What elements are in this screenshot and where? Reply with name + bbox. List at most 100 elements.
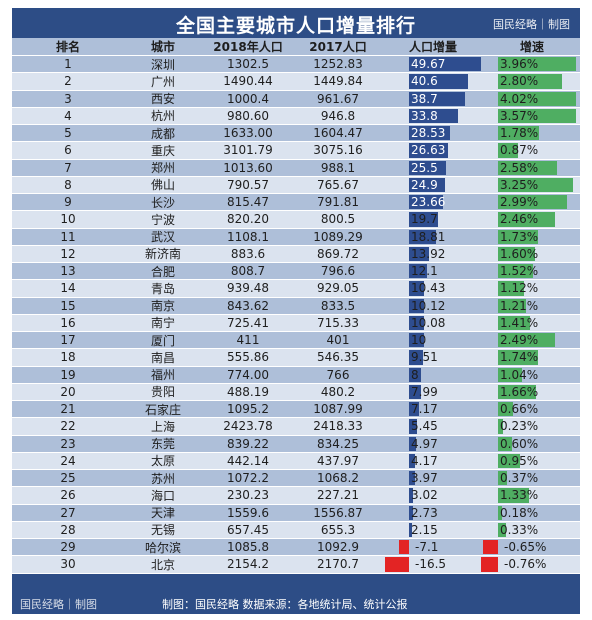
title-bar: 全国主要城市人口增量排行 国民经略｜制图 — [12, 8, 580, 38]
increase-bar — [409, 436, 417, 451]
increase-bar — [385, 557, 409, 572]
city-cell: 佛山 — [150, 178, 175, 193]
rank-cell: 11 — [60, 229, 76, 244]
population-2017-cell: 833.5 — [320, 298, 356, 313]
population-2017-cell: 1092.9 — [317, 540, 359, 555]
table-row: 28 无锡 657.45 655.3 2.15 0.33% — [12, 521, 580, 539]
growth-value: 4.02% — [500, 91, 539, 106]
increase-bar — [409, 419, 417, 434]
increase-bar — [409, 74, 468, 89]
growth-bar — [498, 298, 526, 313]
growth-cell: 3.57% — [484, 108, 580, 124]
header-population-2017: 2017人口 — [309, 40, 367, 54]
table-row: 15 南京 843.62 833.5 10.12 1.21% — [12, 297, 580, 315]
table-row: 19 福州 774.00 766 8 1.04% — [12, 366, 580, 384]
increase-cell: 3.02 — [382, 487, 484, 503]
city-cell: 南宁 — [150, 316, 175, 331]
growth-bar — [498, 488, 529, 503]
population-2017-cell: 791.81 — [317, 195, 359, 210]
table-row: 20 贵阳 488.19 480.2 7.99 1.66% — [12, 383, 580, 401]
increase-value: 9.51 — [411, 350, 438, 365]
increase-bar — [409, 453, 416, 468]
growth-bar — [498, 281, 524, 296]
population-2018-cell: 1013.60 — [223, 160, 273, 175]
increase-cell: 25.5 — [382, 160, 484, 176]
increase-bar — [409, 333, 424, 348]
increase-bar — [409, 246, 430, 261]
increase-value: 7.17 — [411, 402, 438, 417]
growth-value: 0.66% — [500, 402, 539, 417]
population-2018-cell: 555.86 — [227, 350, 269, 365]
increase-cell: -16.5 — [382, 556, 484, 572]
increase-bar — [409, 108, 458, 123]
increase-cell: 10 — [382, 332, 484, 348]
growth-cell: 3.96% — [484, 56, 580, 72]
rank-cell: 29 — [60, 540, 76, 555]
city-cell: 新济南 — [144, 247, 181, 262]
growth-cell: 1.74% — [484, 349, 580, 365]
increase-cell: 38.7 — [382, 91, 484, 107]
increase-value: 2.73 — [411, 505, 438, 520]
table-row: 18 南昌 555.86 546.35 9.51 1.74% — [12, 349, 580, 367]
table-row: 27 天津 1559.6 1556.87 2.73 0.18% — [12, 504, 580, 522]
rank-cell: 14 — [60, 281, 76, 296]
city-cell: 合肥 — [150, 264, 175, 279]
increase-value: -7.1 — [415, 540, 439, 555]
growth-cell: 2.80% — [484, 73, 580, 89]
growth-bar — [498, 57, 576, 72]
increase-cell: 10.43 — [382, 280, 484, 296]
city-cell: 宁波 — [150, 212, 175, 227]
population-2018-cell: 2423.78 — [223, 419, 273, 434]
population-2018-cell: 725.41 — [227, 315, 269, 330]
table-row: 2 广州 1490.44 1449.84 40.6 2.80% — [12, 73, 580, 91]
page-title: 全国主要城市人口增量排行 — [175, 15, 416, 37]
brand-label-top: 国民经略｜制图 — [493, 18, 570, 31]
increase-cell: 19.7 — [382, 211, 484, 227]
population-2018-cell: 230.23 — [227, 488, 269, 503]
population-2017-cell: 437.97 — [317, 453, 359, 468]
city-cell: 上海 — [150, 419, 175, 434]
growth-bar — [498, 384, 537, 399]
city-cell: 福州 — [150, 368, 175, 383]
growth-value: 0.60% — [500, 436, 539, 451]
population-2018-cell: 411 — [236, 333, 260, 348]
growth-value: 2.49% — [500, 333, 539, 348]
growth-bar — [498, 436, 512, 451]
growth-bar — [498, 350, 539, 365]
growth-bar — [498, 160, 558, 175]
increase-cell: 2.73 — [382, 505, 484, 521]
table-row: 8 佛山 790.57 765.67 24.9 3.25% — [12, 176, 580, 194]
data-table: 排名 城市 2018年人口 2017人口 人口增量 增速 1 深圳 1302.5 12… — [12, 38, 580, 574]
rank-cell: 3 — [64, 91, 72, 106]
population-2017-cell: 2170.7 — [317, 557, 359, 572]
population-2017-cell: 401 — [326, 333, 350, 348]
growth-cell: 2.99% — [484, 194, 580, 210]
rank-cell: 26 — [60, 488, 76, 503]
city-cell: 杭州 — [150, 109, 175, 124]
growth-cell: 1.52% — [484, 263, 580, 279]
growth-value: 0.23% — [500, 419, 539, 434]
rank-cell: 1 — [64, 57, 72, 72]
increase-cell: 5.45 — [382, 418, 484, 434]
rank-cell: 19 — [60, 367, 76, 382]
increase-value: 24.9 — [411, 177, 438, 192]
population-2017-cell: 765.67 — [317, 177, 359, 192]
increase-cell: 10.12 — [382, 298, 484, 314]
table-row: 24 太原 442.14 437.97 4.17 0.95% — [12, 452, 580, 470]
growth-value: 1.52% — [500, 264, 539, 279]
growth-bar — [498, 246, 535, 261]
table-row: 16 南宁 725.41 715.33 10.08 1.41% — [12, 314, 580, 332]
growth-cell: -0.65% — [483, 539, 580, 555]
growth-bar — [498, 505, 503, 520]
population-2018-cell: 1085.8 — [227, 540, 269, 555]
rank-cell: 30 — [60, 557, 76, 572]
growth-bar — [480, 557, 498, 572]
city-cell: 东莞 — [150, 437, 175, 452]
growth-cell: 0.23% — [484, 418, 580, 434]
city-cell: 长沙 — [150, 195, 175, 210]
growth-value: 1.73% — [500, 229, 539, 244]
header-increase: 人口增量 — [408, 40, 457, 54]
increase-bar — [409, 315, 424, 330]
growth-bar — [498, 471, 507, 486]
increase-cell: 28.53 — [382, 125, 484, 141]
